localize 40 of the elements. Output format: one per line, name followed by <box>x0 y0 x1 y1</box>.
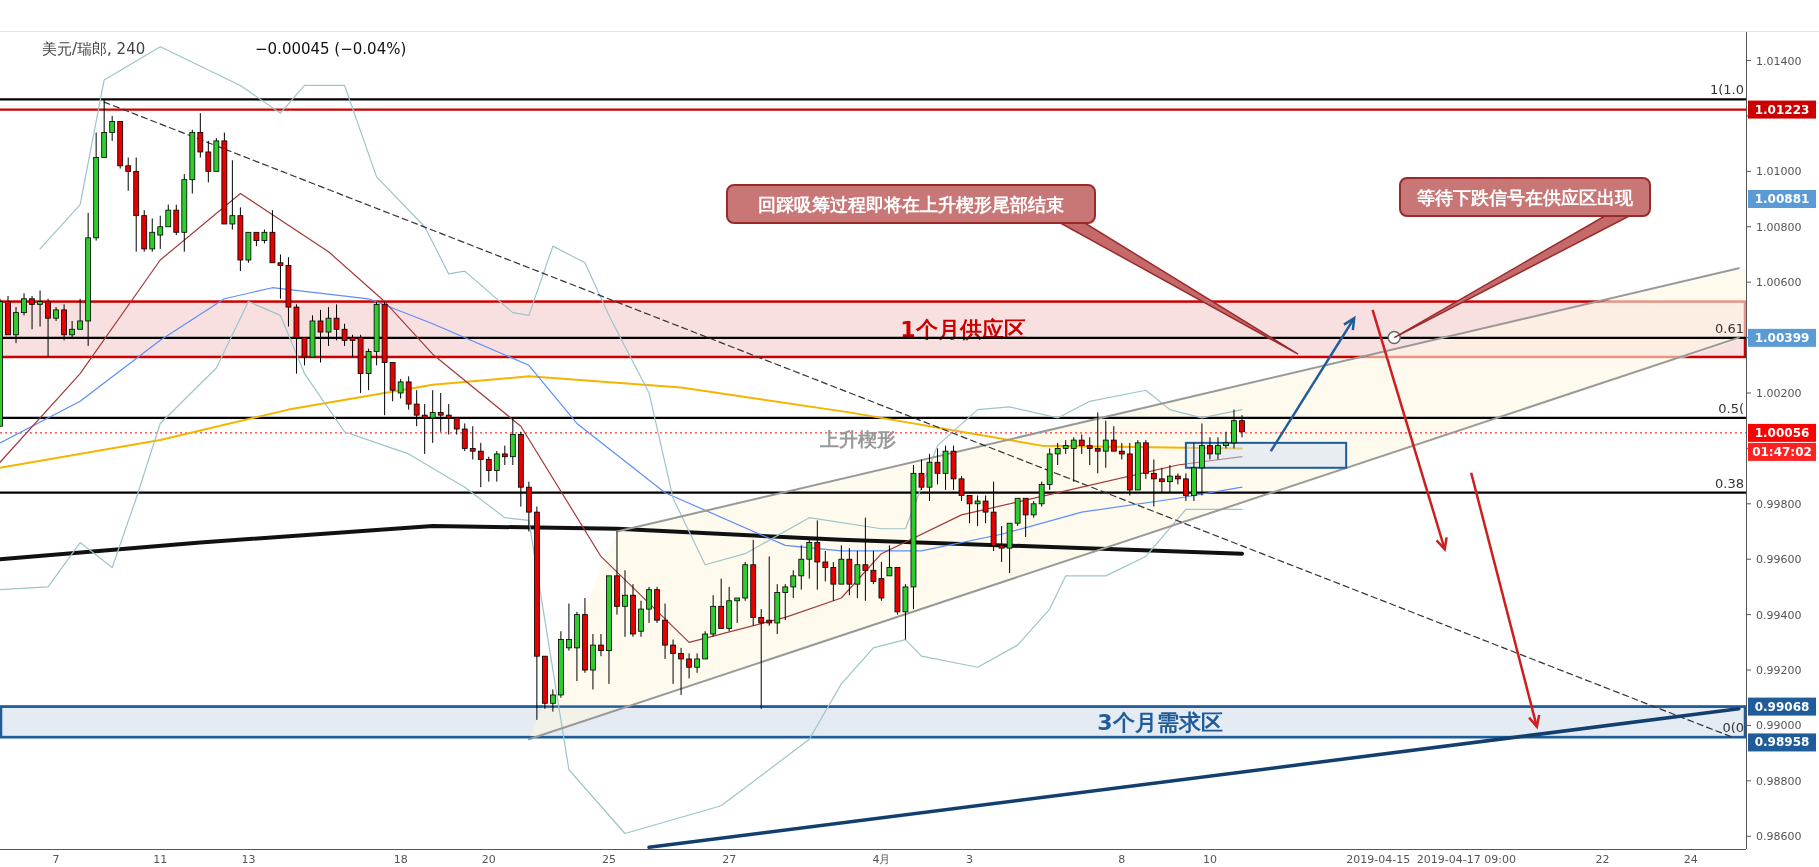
annotation: 0.5( <box>1718 400 1744 416</box>
xtick: 11 <box>153 853 168 866</box>
annotation: 1(1.0 <box>1709 82 1744 98</box>
ytick: 0.99600 <box>1756 553 1802 567</box>
ytick: 0.99800 <box>1756 497 1802 511</box>
ytick: 0.98800 <box>1756 774 1802 788</box>
xtick: 22 <box>1595 853 1610 866</box>
annotation: 0(0 <box>1722 720 1744 736</box>
ytick: 0.99400 <box>1756 608 1802 622</box>
xtick: 27 <box>722 853 737 866</box>
ytick: 1.00600 <box>1756 276 1802 290</box>
ytick: 1.00200 <box>1756 387 1802 400</box>
xtick: 25 <box>602 853 616 866</box>
annotation: 1.00881 <box>1754 192 1810 206</box>
annotation: 上升楔形 <box>820 428 896 450</box>
ytick: 1.01400 <box>1756 54 1802 68</box>
subtitle: −0.00045 (−0.04%) <box>255 40 407 58</box>
xtick: 3 <box>966 853 974 866</box>
ytick: 0.99200 <box>1756 664 1802 678</box>
ytick: 0.99000 <box>1756 719 1802 733</box>
annotation: 0.61 <box>1715 320 1744 336</box>
title: 美元/瑞郎, 240 <box>42 40 146 58</box>
annotation: 01:47:02 <box>1752 444 1812 459</box>
ytick: 1.00800 <box>1756 220 1802 234</box>
xtick: 7 <box>52 853 60 866</box>
xtick: 2019-04-15 <box>1346 853 1411 866</box>
xtick: 2019-04-17 09:00 <box>1416 853 1516 866</box>
annotation: 回踩吸筹过程即将在上升楔形尾部结束 <box>758 194 1064 215</box>
xtick: 4月 <box>872 853 891 866</box>
band-label: 3个月需求区 <box>1097 709 1223 735</box>
ytick: 1.01000 <box>1756 165 1802 179</box>
xtick: 20 <box>481 853 496 866</box>
annotation: 等待下跌信号在供应区出现 <box>1417 187 1633 208</box>
xtick: 8 <box>1118 853 1126 866</box>
xtick: 13 <box>241 853 256 866</box>
ytick: 0.98600 <box>1756 830 1802 844</box>
xtick: 18 <box>393 853 408 866</box>
xtick: 10 <box>1202 853 1217 866</box>
xtick: 24 <box>1683 853 1698 866</box>
annotation: 0.38 <box>1715 475 1744 491</box>
